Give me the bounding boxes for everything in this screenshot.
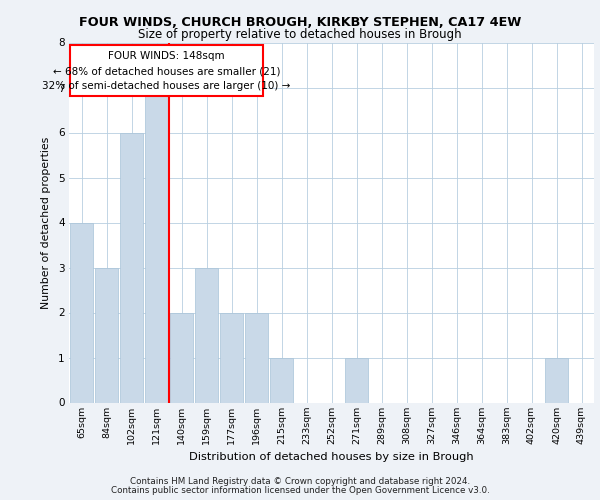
- Bar: [345, 358, 368, 403]
- Bar: [95, 268, 118, 402]
- Bar: [245, 312, 268, 402]
- Bar: [145, 88, 168, 403]
- Text: FOUR WINDS, CHURCH BROUGH, KIRKBY STEPHEN, CA17 4EW: FOUR WINDS, CHURCH BROUGH, KIRKBY STEPHE…: [79, 16, 521, 28]
- Bar: [70, 222, 93, 402]
- Text: Contains HM Land Registry data © Crown copyright and database right 2024.: Contains HM Land Registry data © Crown c…: [130, 477, 470, 486]
- Bar: [545, 358, 568, 403]
- Y-axis label: Number of detached properties: Number of detached properties: [41, 136, 51, 308]
- X-axis label: Distribution of detached houses by size in Brough: Distribution of detached houses by size …: [189, 452, 474, 462]
- Bar: [120, 132, 143, 402]
- Bar: [220, 312, 243, 402]
- Text: Contains public sector information licensed under the Open Government Licence v3: Contains public sector information licen…: [110, 486, 490, 495]
- FancyBboxPatch shape: [70, 45, 263, 96]
- Bar: [170, 312, 193, 402]
- Bar: [270, 358, 293, 403]
- Text: ← 68% of detached houses are smaller (21): ← 68% of detached houses are smaller (21…: [53, 66, 280, 76]
- Text: FOUR WINDS: 148sqm: FOUR WINDS: 148sqm: [108, 51, 225, 61]
- Text: Size of property relative to detached houses in Brough: Size of property relative to detached ho…: [138, 28, 462, 41]
- Text: 32% of semi-detached houses are larger (10) →: 32% of semi-detached houses are larger (…: [43, 81, 290, 91]
- Bar: [195, 268, 218, 402]
